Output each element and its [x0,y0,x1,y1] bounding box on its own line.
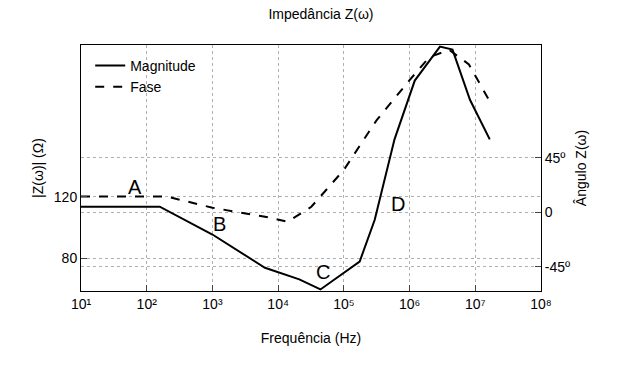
svg-text:45º: 45º [545,150,566,166]
svg-text:10⁶: 10⁶ [399,296,420,312]
svg-text:10⁷: 10⁷ [465,296,486,312]
svg-text:A: A [128,176,142,198]
svg-text:120: 120 [54,189,78,205]
svg-text:D: D [391,193,405,215]
svg-text:10⁵: 10⁵ [333,296,354,312]
svg-text:80: 80 [62,250,78,266]
svg-text:10⁸: 10⁸ [530,296,552,312]
svg-text:0: 0 [545,204,553,220]
svg-text:-45º: -45º [545,259,570,275]
svg-text:|Z(ω)| (Ω): |Z(ω)| (Ω) [30,138,46,198]
svg-text:10¹: 10¹ [71,296,92,312]
svg-text:10²: 10² [137,296,158,312]
svg-text:Fase: Fase [130,79,161,95]
svg-text:Ângulo Z(ω): Ângulo Z(ω) [573,130,589,206]
svg-text:10⁴: 10⁴ [267,296,289,312]
svg-text:Frequência (Hz): Frequência (Hz) [261,330,361,346]
svg-text:Magnitude: Magnitude [130,58,196,74]
svg-text:B: B [213,213,226,235]
svg-text:Impedância Z(ω): Impedância Z(ω) [268,6,373,22]
svg-text:10³: 10³ [202,296,223,312]
svg-text:C: C [316,261,330,283]
